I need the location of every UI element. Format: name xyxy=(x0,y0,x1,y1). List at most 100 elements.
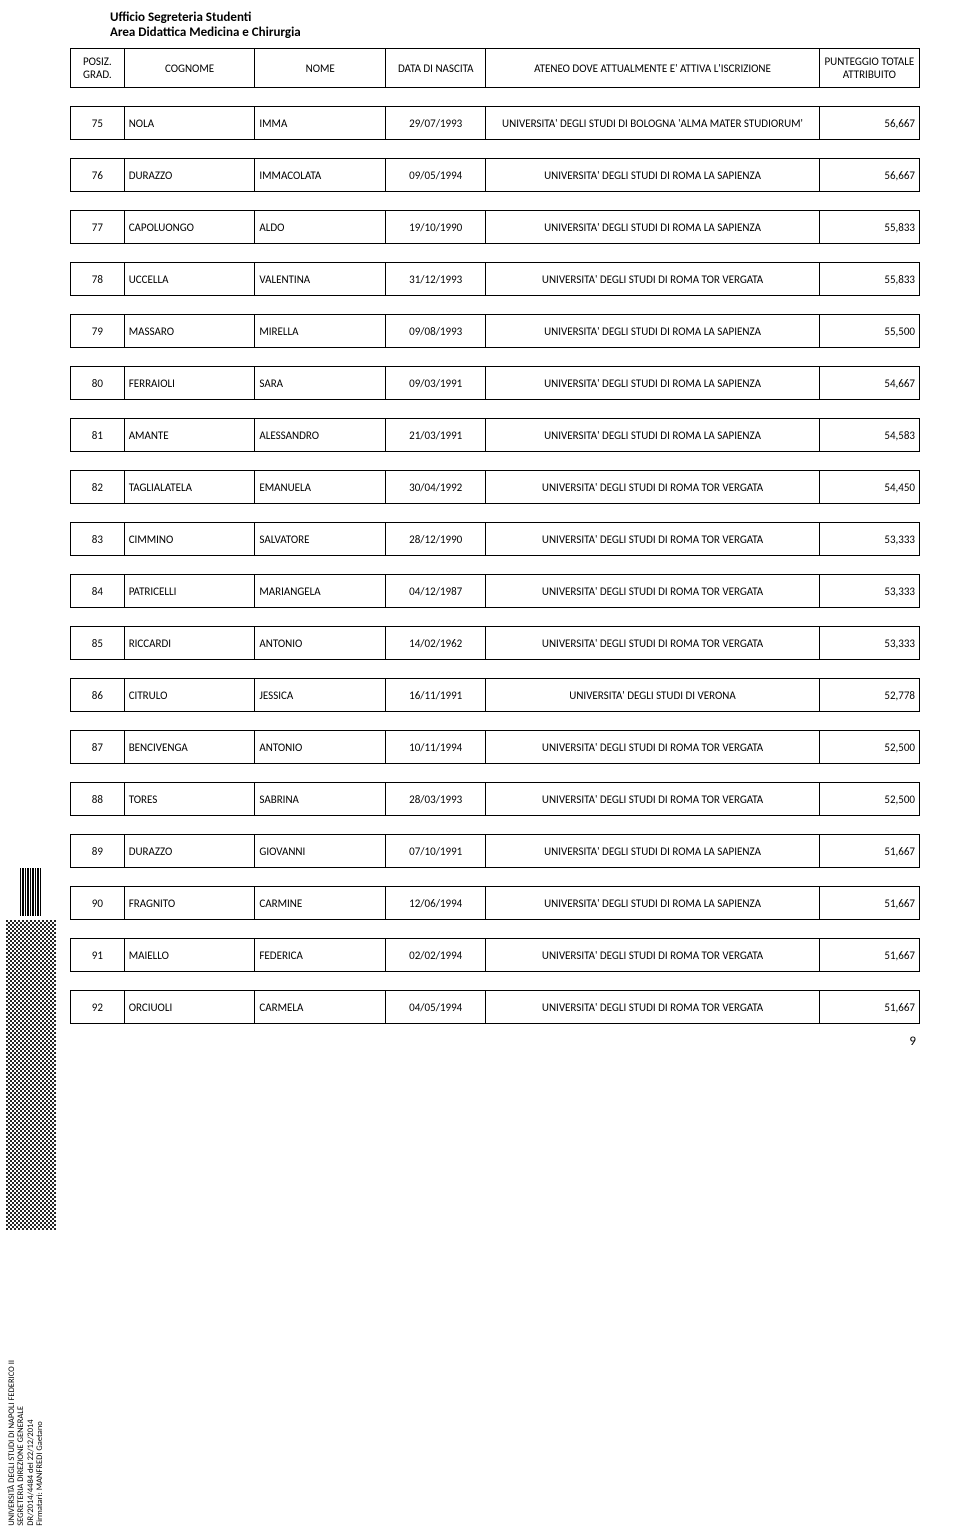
data-row: 78UCCELLAVALENTINA31/12/1993UNIVERSITA' … xyxy=(71,263,920,296)
table-row: 76DURAZZOIMMACOLATA09/05/1994UNIVERSITA'… xyxy=(70,158,920,192)
cell-pos: 83 xyxy=(71,523,125,556)
header-table: POSIZ. GRAD. COGNOME NOME DATA DI NASCIT… xyxy=(70,48,920,88)
table-row: 79MASSAROMIRELLA09/08/1993UNIVERSITA' DE… xyxy=(70,314,920,348)
office-line2: Area Didattica Medicina e Chirurgia xyxy=(110,25,920,40)
table-row: 88TORESSABRINA28/03/1993UNIVERSITA' DEGL… xyxy=(70,782,920,816)
cell-nome: SALVATORE xyxy=(255,523,386,556)
cell-ateneo: UNIVERSITA' DEGLI STUDI DI ROMA LA SAPIE… xyxy=(486,367,819,400)
data-row: 75NOLAIMMA29/07/1993UNIVERSITA' DEGLI ST… xyxy=(71,107,920,140)
cell-pos: 87 xyxy=(71,731,125,764)
cell-cognome: MASSARO xyxy=(124,315,255,348)
cell-nome: SABRINA xyxy=(255,783,386,816)
qr-icon xyxy=(6,920,56,1230)
col-ateneo: ATENEO DOVE ATTUALMENTE E' ATTIVA L'ISCR… xyxy=(486,49,819,88)
page-number: 9 xyxy=(70,1034,920,1049)
cell-data: 04/05/1994 xyxy=(386,991,486,1024)
cell-score: 52,778 xyxy=(819,679,919,712)
cell-cognome: FERRAIOLI xyxy=(124,367,255,400)
cell-score: 53,333 xyxy=(819,523,919,556)
cell-data: 04/12/1987 xyxy=(386,575,486,608)
cell-ateneo: UNIVERSITA' DEGLI STUDI DI ROMA TOR VERG… xyxy=(486,783,819,816)
office-header: Ufficio Segreteria Studenti Area Didatti… xyxy=(110,10,920,40)
cell-cognome: RICCARDI xyxy=(124,627,255,660)
table-row: 92ORCIUOLICARMELA04/05/1994UNIVERSITA' D… xyxy=(70,990,920,1024)
col-pos: POSIZ. GRAD. xyxy=(71,49,125,88)
rows-container: 75NOLAIMMA29/07/1993UNIVERSITA' DEGLI ST… xyxy=(70,106,920,1024)
table-row: 81AMANTEALESSANDRO21/03/1991UNIVERSITA' … xyxy=(70,418,920,452)
table-row: 90FRAGNITOCARMINE12/06/1994UNIVERSITA' D… xyxy=(70,886,920,920)
table-row: 78UCCELLAVALENTINA31/12/1993UNIVERSITA' … xyxy=(70,262,920,296)
cell-nome: SARA xyxy=(255,367,386,400)
cell-cognome: FRAGNITO xyxy=(124,887,255,920)
cell-data: 31/12/1993 xyxy=(386,263,486,296)
header-row: POSIZ. GRAD. COGNOME NOME DATA DI NASCIT… xyxy=(71,49,920,88)
cell-score: 51,667 xyxy=(819,939,919,972)
table-row: 82TAGLIALATELAEMANUELA30/04/1992UNIVERSI… xyxy=(70,470,920,504)
table-row: 85RICCARDIANTONIO14/02/1962UNIVERSITA' D… xyxy=(70,626,920,660)
cell-nome: ANTONIO xyxy=(255,731,386,764)
cell-pos: 89 xyxy=(71,835,125,868)
table-row: 80FERRAIOLISARA09/03/1991UNIVERSITA' DEG… xyxy=(70,366,920,400)
cell-ateneo: UNIVERSITA' DEGLI STUDI DI ROMA TOR VERG… xyxy=(486,575,819,608)
cell-ateneo: UNIVERSITA' DEGLI STUDI DI ROMA TOR VERG… xyxy=(486,939,819,972)
data-row: 80FERRAIOLISARA09/03/1991UNIVERSITA' DEG… xyxy=(71,367,920,400)
col-cognome: COGNOME xyxy=(124,49,255,88)
cell-data: 09/05/1994 xyxy=(386,159,486,192)
cell-score: 51,667 xyxy=(819,835,919,868)
cell-data: 30/04/1992 xyxy=(386,471,486,504)
cell-pos: 75 xyxy=(71,107,125,140)
col-punteggio: PUNTEGGIO TOTALE ATTRIBUITO xyxy=(819,49,919,88)
data-row: 87BENCIVENGAANTONIO10/11/1994UNIVERSITA'… xyxy=(71,731,920,764)
cell-nome: GIOVANNI xyxy=(255,835,386,868)
cell-score: 55,833 xyxy=(819,263,919,296)
cell-nome: ANTONIO xyxy=(255,627,386,660)
cell-pos: 82 xyxy=(71,471,125,504)
cell-nome: ALDO xyxy=(255,211,386,244)
cell-score: 51,667 xyxy=(819,887,919,920)
table-row: 87BENCIVENGAANTONIO10/11/1994UNIVERSITA'… xyxy=(70,730,920,764)
table-row: 84PATRICELLIMARIANGELA04/12/1987UNIVERSI… xyxy=(70,574,920,608)
cell-data: 09/08/1993 xyxy=(386,315,486,348)
cell-cognome: UCCELLA xyxy=(124,263,255,296)
cell-score: 56,667 xyxy=(819,159,919,192)
cell-cognome: DURAZZO xyxy=(124,835,255,868)
cell-ateneo: UNIVERSITA' DEGLI STUDI DI ROMA TOR VERG… xyxy=(486,471,819,504)
cell-pos: 79 xyxy=(71,315,125,348)
col-nome: NOME xyxy=(255,49,386,88)
data-row: 92ORCIUOLICARMELA04/05/1994UNIVERSITA' D… xyxy=(71,991,920,1024)
cell-score: 52,500 xyxy=(819,731,919,764)
cell-data: 16/11/1991 xyxy=(386,679,486,712)
cell-data: 28/03/1993 xyxy=(386,783,486,816)
table-row: 83CIMMINOSALVATORE28/12/1990UNIVERSITA' … xyxy=(70,522,920,556)
cell-score: 55,500 xyxy=(819,315,919,348)
data-row: 84PATRICELLIMARIANGELA04/12/1987UNIVERSI… xyxy=(71,575,920,608)
cell-nome: ALESSANDRO xyxy=(255,419,386,452)
cell-data: 12/06/1994 xyxy=(386,887,486,920)
cell-ateneo: UNIVERSITA' DEGLI STUDI DI ROMA LA SAPIE… xyxy=(486,887,819,920)
cell-ateneo: UNIVERSITA' DEGLI STUDI DI ROMA TOR VERG… xyxy=(486,523,819,556)
cell-score: 54,583 xyxy=(819,419,919,452)
cell-ateneo: UNIVERSITA' DEGLI STUDI DI ROMA TOR VERG… xyxy=(486,731,819,764)
cell-data: 21/03/1991 xyxy=(386,419,486,452)
cell-data: 28/12/1990 xyxy=(386,523,486,556)
cell-score: 53,333 xyxy=(819,575,919,608)
cell-data: 07/10/1991 xyxy=(386,835,486,868)
data-row: 90FRAGNITOCARMINE12/06/1994UNIVERSITA' D… xyxy=(71,887,920,920)
data-row: 77CAPOLUONGOALDO19/10/1990UNIVERSITA' DE… xyxy=(71,211,920,244)
table-row: 77CAPOLUONGOALDO19/10/1990UNIVERSITA' DE… xyxy=(70,210,920,244)
table-row: 91MAIELLOFEDERICA02/02/1994UNIVERSITA' D… xyxy=(70,938,920,972)
cell-cognome: DURAZZO xyxy=(124,159,255,192)
cell-ateneo: UNIVERSITA' DEGLI STUDI DI ROMA LA SAPIE… xyxy=(486,419,819,452)
cell-cognome: TORES xyxy=(124,783,255,816)
cell-nome: MARIANGELA xyxy=(255,575,386,608)
cell-score: 53,333 xyxy=(819,627,919,660)
cell-score: 55,833 xyxy=(819,211,919,244)
cell-pos: 80 xyxy=(71,367,125,400)
cell-data: 10/11/1994 xyxy=(386,731,486,764)
cell-data: 09/03/1991 xyxy=(386,367,486,400)
cell-nome: MIRELLA xyxy=(255,315,386,348)
data-row: 81AMANTEALESSANDRO21/03/1991UNIVERSITA' … xyxy=(71,419,920,452)
cell-pos: 84 xyxy=(71,575,125,608)
cell-nome: FEDERICA xyxy=(255,939,386,972)
page: UNIVERSITÀ DEGLI STUDI DI NAPOLI FEDERIC… xyxy=(0,0,960,1240)
